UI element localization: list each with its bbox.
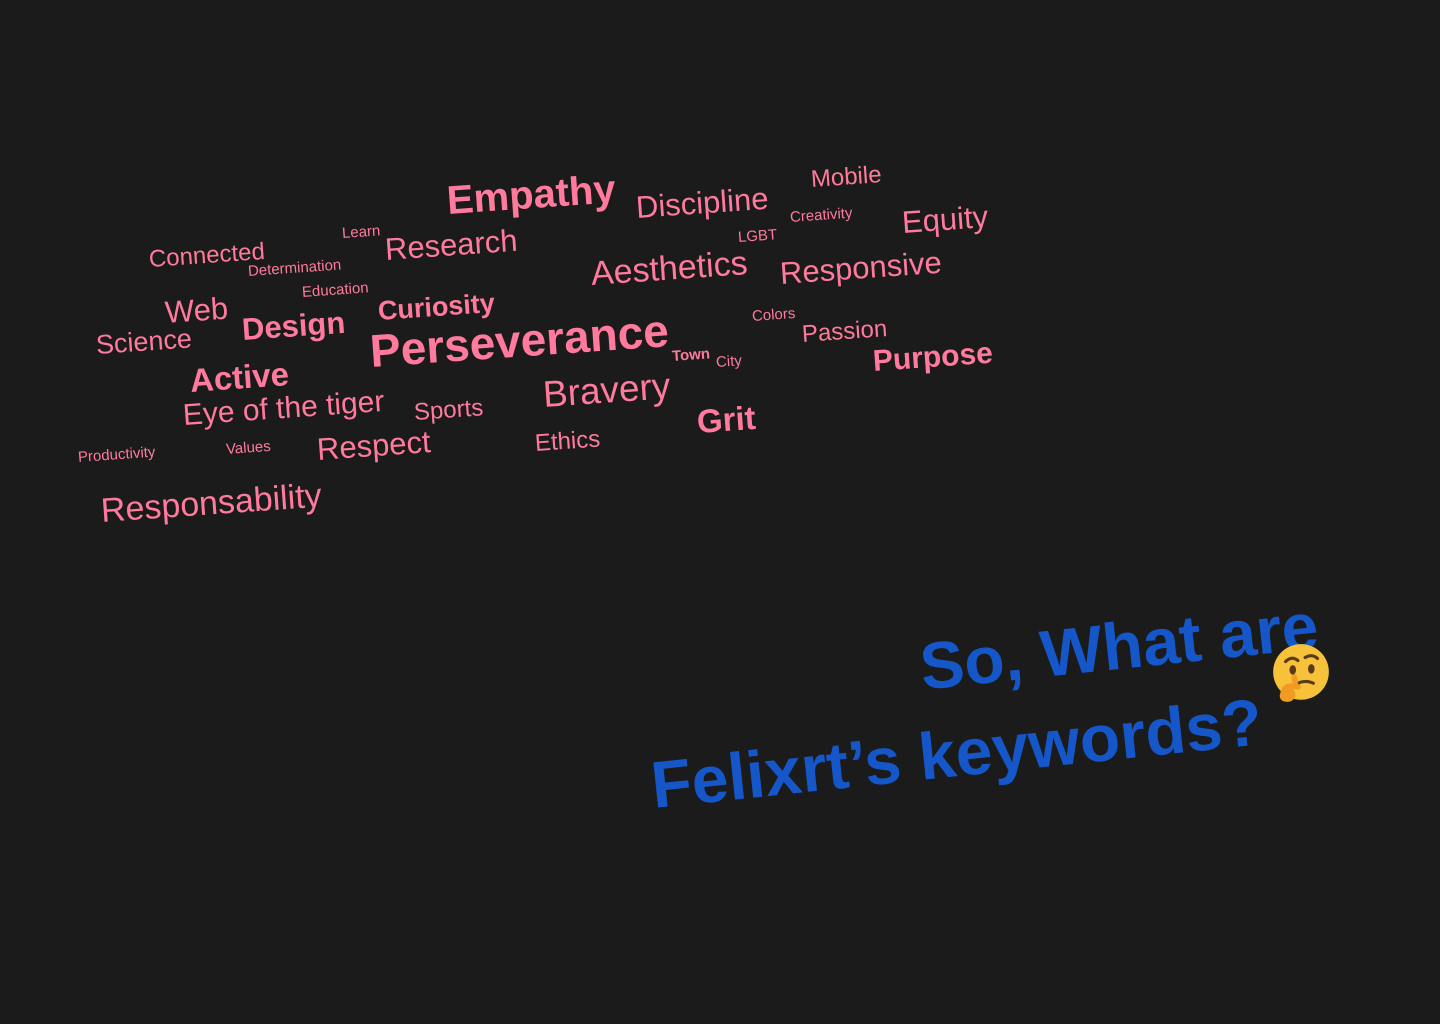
keyword-creativity: Creativity (789, 204, 853, 226)
keyword-ethics: Ethics (534, 425, 602, 457)
keyword-science: Science (94, 323, 193, 360)
keyword-education: Education (301, 279, 370, 301)
keyword-productivity: Productivity (77, 443, 156, 466)
keyword-passion: Passion (801, 315, 889, 348)
keyword-grit: Grit (695, 398, 757, 440)
keyword-mobile: Mobile (810, 161, 883, 193)
keyword-colors: Colors (751, 304, 796, 325)
keyword-active: Active (188, 355, 291, 399)
keyword-design: Design (240, 304, 347, 347)
keyword-learn: Learn (341, 222, 381, 242)
keyword-respect: Respect (315, 424, 432, 467)
keyword-aesthetics: Aesthetics (589, 244, 749, 293)
keyword-responsive: Responsive (778, 244, 943, 291)
heading-line-1: So, What are (916, 588, 1322, 704)
keyword-bravery: Bravery (541, 365, 672, 415)
keyword-research: Research (383, 222, 519, 267)
keyword-lgbt: LGBT (737, 226, 778, 246)
keyword-responsability: Responsability (99, 476, 323, 530)
keyword-discipline: Discipline (634, 180, 770, 225)
keyword-empathy: Empathy (445, 167, 618, 223)
keyword-web: Web (163, 290, 230, 330)
keyword-equity: Equity (900, 199, 990, 240)
keyword-purpose: Purpose (871, 336, 994, 378)
keyword-town: Town (671, 345, 711, 365)
thinking-face-icon (1273, 644, 1329, 702)
keyword-values: Values (225, 437, 272, 458)
heading-line-2: Felixrt’s keywords? (647, 684, 1266, 822)
keyword-sports: Sports (413, 394, 485, 426)
keyword-city: City (715, 352, 743, 371)
